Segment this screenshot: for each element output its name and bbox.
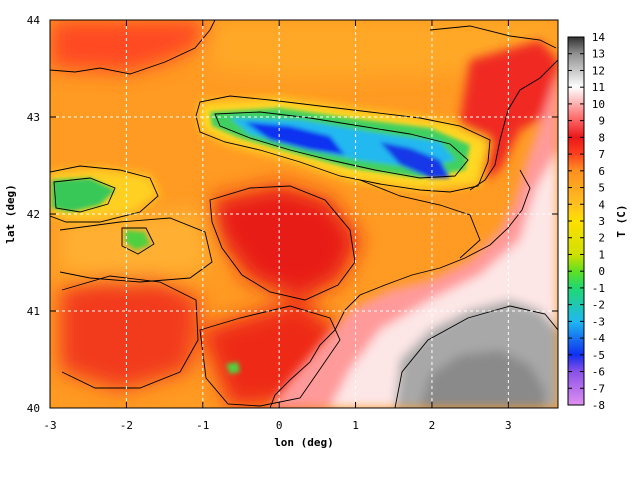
contour-coastline-red — [469, 59, 558, 191]
x-tick-label: 2 — [429, 419, 436, 432]
colorbar-tick-label: 0 — [598, 265, 605, 278]
x-axis: -3 -2 -1 0 1 2 3 — [43, 20, 512, 432]
contour-coastline-main — [269, 169, 531, 408]
colorbar-tick-label: 8 — [598, 131, 605, 144]
colorbar-tick-label: 3 — [598, 215, 605, 228]
colorbar-tick-label: 11 — [592, 81, 605, 94]
colorbar-tick-label: -2 — [592, 299, 605, 312]
region-pyrenees-blue-east — [380, 142, 450, 178]
colorbar-tick-label: -5 — [592, 349, 605, 362]
colorbar-gradient — [568, 37, 584, 405]
contour-lines — [50, 20, 558, 408]
contour-iberian-inner — [53, 177, 116, 213]
contour-north-france — [429, 25, 557, 49]
y-tick-label: 42 — [27, 208, 40, 221]
colorbar-tick-label: 14 — [592, 31, 606, 44]
colorbar-tick-label: -7 — [592, 382, 605, 395]
y-tick-label: 43 — [27, 111, 40, 124]
y-tick-label: 44 — [27, 14, 41, 27]
x-tick-label: 1 — [352, 419, 359, 432]
colorbar-tick-label: 9 — [598, 115, 605, 128]
x-tick-label: -3 — [43, 419, 56, 432]
colorbar-tick-label: 7 — [598, 148, 605, 161]
x-tick-label: 3 — [505, 419, 512, 432]
contour-ebro — [209, 185, 356, 301]
region-spot-green — [226, 362, 240, 374]
x-tick-label: -1 — [196, 419, 209, 432]
contour-south — [199, 305, 341, 407]
heatmap-field — [50, 20, 558, 408]
grid-lines — [50, 20, 558, 408]
y-tick-label: 40 — [27, 402, 40, 415]
contour-pyrenees-outer — [195, 95, 491, 193]
x-tick-label: -2 — [120, 419, 133, 432]
colorbar-tick-label: 5 — [598, 182, 605, 195]
y-tick-label: 41 — [27, 305, 40, 318]
colorbar-tick-label: 12 — [592, 64, 605, 77]
region-moncayo-green — [125, 230, 150, 250]
colorbar-tick-label: -3 — [592, 315, 605, 328]
colorbar-tick-label: -1 — [592, 282, 605, 295]
colorbar-tick-label: 10 — [592, 98, 605, 111]
colorbar-tick-label: 6 — [598, 165, 605, 178]
contour-north-coast — [50, 20, 216, 75]
x-tick-label: 0 — [276, 419, 283, 432]
y-axis: 40 41 42 43 44 — [27, 14, 558, 415]
colorbar-tick-label: -4 — [592, 332, 606, 345]
colorbar-tick-label: 4 — [598, 198, 605, 211]
contour-pyrenees-inner — [214, 111, 469, 179]
contour-iberian-outer — [50, 165, 159, 223]
contour-east-interior — [359, 179, 481, 259]
colorbar-tick-label: 2 — [598, 232, 605, 245]
colorbar-tick-label: 13 — [592, 48, 605, 61]
y-axis-title: lat (deg) — [4, 184, 17, 244]
contour-sea-gray — [394, 305, 558, 408]
region-pyrenees-blue — [245, 122, 345, 155]
region-ebro-west — [60, 270, 200, 390]
colorbar-title: T (C) — [615, 204, 628, 237]
contour-meseta — [59, 217, 213, 283]
colorbar-tick-label: 1 — [598, 248, 605, 261]
region-sea-dark — [420, 350, 545, 408]
colorbar-tick-label: -8 — [592, 399, 605, 412]
colorbar-tick-label: -6 — [592, 366, 605, 379]
x-axis-title: lon (deg) — [274, 436, 334, 449]
region-iberian-green — [52, 178, 115, 212]
contour-moncayo — [121, 227, 155, 255]
region-bay-of-biscay — [50, 20, 210, 72]
